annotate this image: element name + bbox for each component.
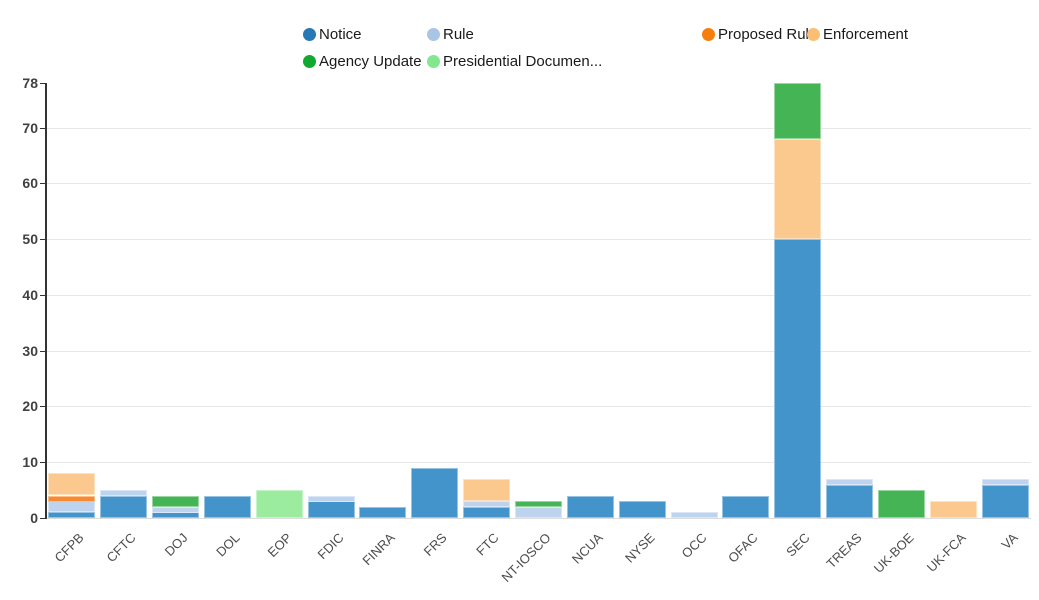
bar-segment-ftc-rule[interactable] [463,501,510,507]
gridline-60 [46,183,1031,184]
bar-segment-ofac-notice[interactable] [722,496,769,518]
y-axis-tick-20 [40,406,45,407]
x-axis-label-nt-iosco: NT-IOSCO [498,530,554,586]
y-axis-label-0: 0 [30,510,38,526]
y-axis-tick-50 [40,239,45,240]
x-axis-label-ncua: NCUA [568,530,606,567]
y-axis-label-60: 60 [22,175,38,191]
bar-segment-cfpb-notice[interactable] [48,512,95,518]
bar-segment-frs-notice[interactable] [411,468,458,518]
bar-segment-dol-notice[interactable] [204,496,251,518]
legend-label: Rule [443,26,474,43]
legend-label: Proposed Rule [718,26,818,43]
x-axis-label-doj: DOJ [161,530,191,559]
x-axis-baseline [46,518,1031,519]
bar-segment-fdic-notice[interactable] [308,501,355,518]
bar-segment-nt-iosco-rule[interactable] [515,507,562,518]
gridline-20 [46,406,1031,407]
legend-swatch-icon [427,28,440,41]
y-axis-tick-30 [40,351,45,352]
bar-segment-sec-enforcement[interactable] [774,139,821,239]
x-axis-label-ftc: FTC [473,530,502,559]
y-axis-label-50: 50 [22,231,38,247]
bar-segment-eop-presidential-document[interactable] [256,490,303,518]
x-axis-label-uk-boe: UK-BOE [870,530,917,576]
legend-item-enforcement[interactable]: Enforcement [807,26,908,43]
bar-segment-sec-notice[interactable] [774,239,821,518]
bar-segment-fdic-rule[interactable] [308,496,355,502]
bar-segment-cftc-notice[interactable] [100,496,147,518]
x-axis-label-nyse: NYSE [621,530,658,566]
x-axis-label-sec: SEC [783,530,813,560]
y-axis-label-10: 10 [22,454,38,470]
bar-segment-treas-notice[interactable] [826,485,873,518]
legend-item-presidential-documen[interactable]: Presidential Documen... [427,53,602,70]
y-axis-tick-10 [40,462,45,463]
bar-segment-treas-rule[interactable] [826,479,873,485]
bar-segment-ncua-notice[interactable] [567,496,614,518]
x-axis-label-treas: TREAS [823,530,865,572]
legend-swatch-icon [303,28,316,41]
y-axis-label-30: 30 [22,343,38,359]
legend-label: Notice [319,26,362,43]
legend-item-notice[interactable]: Notice [303,26,362,43]
legend-item-rule[interactable]: Rule [427,26,474,43]
y-axis-tick-40 [40,295,45,296]
y-axis-label-40: 40 [22,287,38,303]
bar-segment-doj-rule[interactable] [152,507,199,513]
x-axis-label-cftc: CFTC [103,530,139,566]
gridline-30 [46,351,1031,352]
legend-label: Presidential Documen... [443,53,603,70]
x-axis-label-ofac: OFAC [724,530,761,566]
bar-segment-occ-rule[interactable] [671,512,718,518]
legend-swatch-icon [807,28,820,41]
x-axis-label-uk-fca: UK-FCA [923,530,969,575]
legend-label: Enforcement [823,26,909,43]
bar-segment-doj-agency-update[interactable] [152,496,199,507]
y-axis-label-78: 78 [22,75,38,91]
bar-segment-cfpb-proposed-rule[interactable] [48,496,95,502]
x-axis-label-frs: FRS [420,530,450,559]
gridline-40 [46,295,1031,296]
gridline-10 [46,462,1031,463]
y-axis-tick-78 [40,83,45,84]
legend-label: Agency Update [319,53,422,70]
bar-segment-va-rule[interactable] [982,479,1029,485]
legend-item-agency-update[interactable]: Agency Update [303,53,422,70]
bar-segment-va-notice[interactable] [982,485,1029,518]
bar-segment-finra-notice[interactable] [359,507,406,518]
gridline-70 [46,128,1031,129]
bar-segment-cftc-rule[interactable] [100,490,147,496]
bar-segment-ftc-enforcement[interactable] [463,479,510,501]
bar-segment-nyse-notice[interactable] [619,501,666,518]
x-axis-label-dol: DOL [213,530,243,560]
legend-swatch-icon [303,55,316,68]
y-axis-line [45,83,47,519]
bar-segment-uk-boe-agency-update[interactable] [878,490,925,518]
x-axis-label-fdic: FDIC [314,530,347,563]
y-axis-tick-0 [40,518,45,519]
x-axis-label-eop: EOP [264,530,295,561]
y-axis-tick-70 [40,128,45,129]
gridline-50 [46,239,1031,240]
bar-segment-ftc-notice[interactable] [463,507,510,518]
y-axis-label-20: 20 [22,398,38,414]
bar-segment-sec-agency-update[interactable] [774,83,821,139]
bar-segment-nt-iosco-agency-update[interactable] [515,501,562,507]
legend-item-proposed-rule[interactable]: Proposed Rule [702,26,817,43]
legend-swatch-icon [702,28,715,41]
x-axis-label-va: VA [998,530,1021,553]
x-axis-label-finra: FINRA [359,530,398,569]
bar-segment-cfpb-enforcement[interactable] [48,473,95,495]
x-axis-label-cfpb: CFPB [51,530,87,566]
y-axis-tick-60 [40,183,45,184]
y-axis-label-70: 70 [22,120,38,136]
bar-segment-cfpb-rule[interactable] [48,501,95,512]
bar-segment-uk-fca-enforcement[interactable] [930,501,977,518]
legend-swatch-icon [427,55,440,68]
x-axis-label-occ: OCC [678,530,710,562]
